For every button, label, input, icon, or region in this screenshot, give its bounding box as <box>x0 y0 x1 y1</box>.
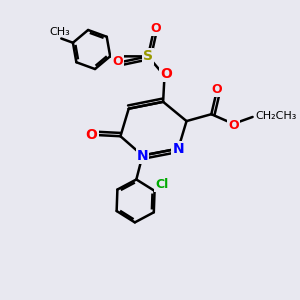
Text: O: O <box>112 56 123 68</box>
Text: O: O <box>150 22 161 35</box>
Text: CH₂CH₃: CH₂CH₃ <box>255 111 297 121</box>
Text: O: O <box>85 128 98 142</box>
Text: Cl: Cl <box>155 178 169 191</box>
Text: S: S <box>143 50 153 63</box>
Text: N: N <box>172 142 184 156</box>
Text: CH₃: CH₃ <box>50 27 70 37</box>
Text: O: O <box>212 83 222 96</box>
Text: N: N <box>137 148 148 163</box>
Text: O: O <box>228 119 238 132</box>
Text: O: O <box>160 67 172 81</box>
